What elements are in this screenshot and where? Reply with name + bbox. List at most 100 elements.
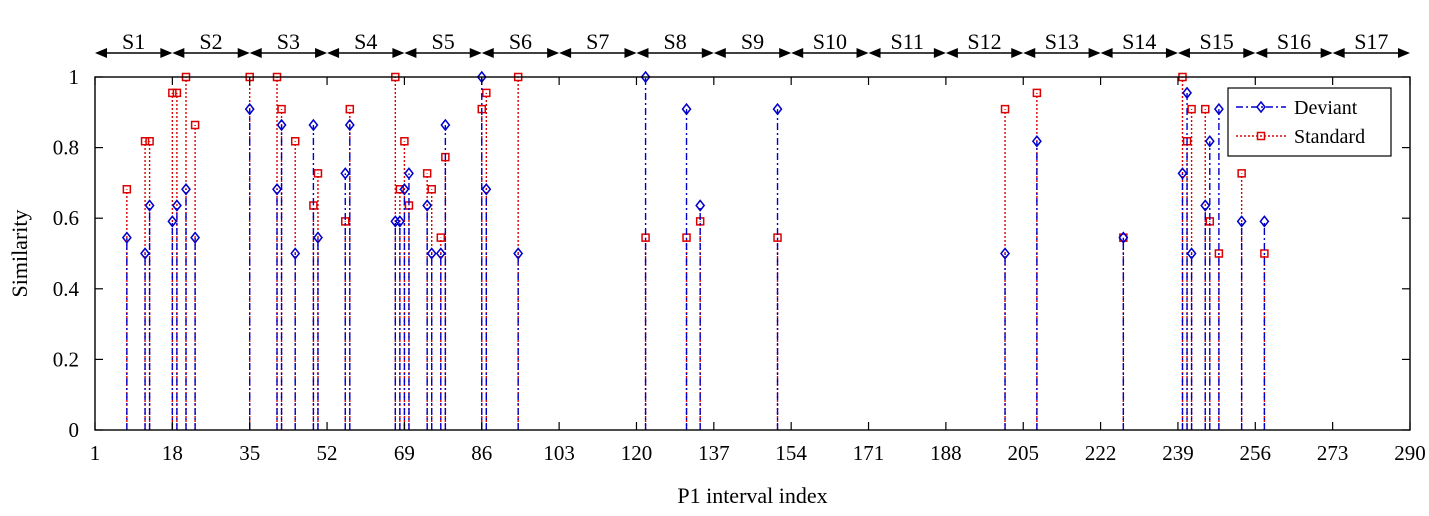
data-point	[1236, 215, 1247, 228]
data-point	[1000, 104, 1010, 114]
data-point	[345, 104, 355, 114]
segment-arrow-right	[1088, 48, 1101, 58]
segment-label: S12	[967, 29, 1001, 54]
data-point	[640, 70, 651, 84]
legend-label: Deviant	[1294, 97, 1358, 119]
legend-marker	[1256, 100, 1266, 114]
segment-arrow-right	[315, 48, 328, 58]
segment-label: S9	[741, 29, 764, 54]
data-point	[312, 231, 323, 244]
data-point	[481, 183, 492, 196]
data-point	[404, 167, 414, 180]
data-point	[1000, 247, 1010, 260]
data-point	[1237, 169, 1246, 178]
segment-arrow-left	[636, 48, 649, 58]
data-point	[140, 136, 150, 146]
x-tick-label: 256	[1240, 441, 1272, 465]
segment-label: S17	[1354, 29, 1388, 54]
data-point	[400, 136, 409, 146]
data-point	[344, 118, 355, 132]
segment-label: S15	[1199, 29, 1233, 54]
segment-arrow-left	[327, 48, 340, 58]
data-point	[172, 88, 182, 98]
segment-label: S2	[199, 29, 222, 54]
data-point	[427, 185, 436, 194]
segment-label: S13	[1045, 29, 1079, 54]
data-point	[277, 104, 286, 114]
data-point	[513, 247, 524, 260]
segment-label: S8	[664, 29, 687, 54]
segment-arrow-right	[933, 48, 946, 58]
data-point	[1187, 104, 1196, 114]
segment-arrow-left	[713, 48, 726, 58]
data-point	[290, 136, 300, 146]
segment-arrow-right	[1320, 48, 1333, 58]
data-point	[272, 183, 282, 196]
data-point	[1177, 167, 1188, 180]
x-tick-label: 69	[394, 441, 415, 465]
x-tick-label: 222	[1085, 441, 1117, 465]
stem-series	[121, 70, 1270, 430]
data-point	[140, 247, 151, 260]
segment-arrow-right	[237, 48, 250, 58]
y-tick-label: 1	[69, 65, 80, 89]
segment-arrow-right	[856, 48, 869, 58]
y-tick-label: 0.2	[53, 347, 79, 371]
segment-arrow-right	[547, 48, 560, 58]
x-tick-label: 120	[621, 441, 653, 465]
segment-label: S1	[122, 29, 145, 54]
segment-label: S4	[354, 29, 377, 54]
x-tick-label: 103	[543, 441, 575, 465]
legend: Deviant Standard	[1227, 87, 1392, 157]
data-point	[482, 88, 491, 98]
data-point	[1213, 102, 1224, 116]
x-tick-label: 205	[1007, 441, 1039, 465]
data-point	[1031, 135, 1042, 148]
segment-arrow-right	[160, 48, 173, 58]
segment-label: S7	[586, 29, 609, 54]
segment-label: S11	[890, 29, 923, 54]
data-point	[171, 199, 182, 212]
segment-arrow-left	[1255, 48, 1268, 58]
data-point	[190, 120, 200, 130]
data-point	[426, 247, 437, 260]
data-point	[168, 88, 177, 98]
data-point	[1200, 104, 1210, 114]
legend-marker	[1256, 131, 1266, 141]
data-point	[313, 169, 323, 178]
data-point	[181, 183, 191, 196]
y-axis-title: Similarity	[7, 210, 32, 298]
segment-arrow-left	[172, 48, 185, 58]
data-point	[122, 185, 132, 194]
segment-arrow-right	[392, 48, 405, 58]
x-tick-label: 35	[239, 441, 260, 465]
segment-arrow-right	[1165, 48, 1178, 58]
segment-arrow-right	[701, 48, 714, 58]
data-point	[1259, 215, 1270, 228]
series-deviant	[121, 70, 1270, 430]
data-point	[399, 183, 410, 196]
data-point	[308, 118, 319, 132]
segment-label: S3	[277, 29, 300, 54]
axes: 1 18 35 52 69 86 103 120 137 154 171 188 205 222 239 25…	[53, 65, 1426, 465]
data-point	[1204, 135, 1215, 148]
data-point	[1186, 247, 1197, 260]
legend-box	[1227, 87, 1392, 157]
data-point	[695, 199, 706, 212]
x-tick-label: 273	[1317, 441, 1349, 465]
data-point	[772, 102, 783, 116]
segment-arrow-left	[868, 48, 881, 58]
segment-arrow-left	[1177, 48, 1190, 58]
x-tick-label: 86	[471, 441, 492, 465]
segment-arrow-left	[945, 48, 958, 58]
segment-arrow-right	[469, 48, 482, 58]
data-point	[167, 215, 178, 228]
segment-label: S10	[813, 29, 847, 54]
x-axis-title: P1 interval index	[677, 483, 827, 508]
plot-frame	[94, 76, 1411, 431]
y-tick-label: 0.4	[53, 277, 80, 301]
data-point	[190, 231, 201, 244]
x-tick-label: 188	[930, 441, 962, 465]
